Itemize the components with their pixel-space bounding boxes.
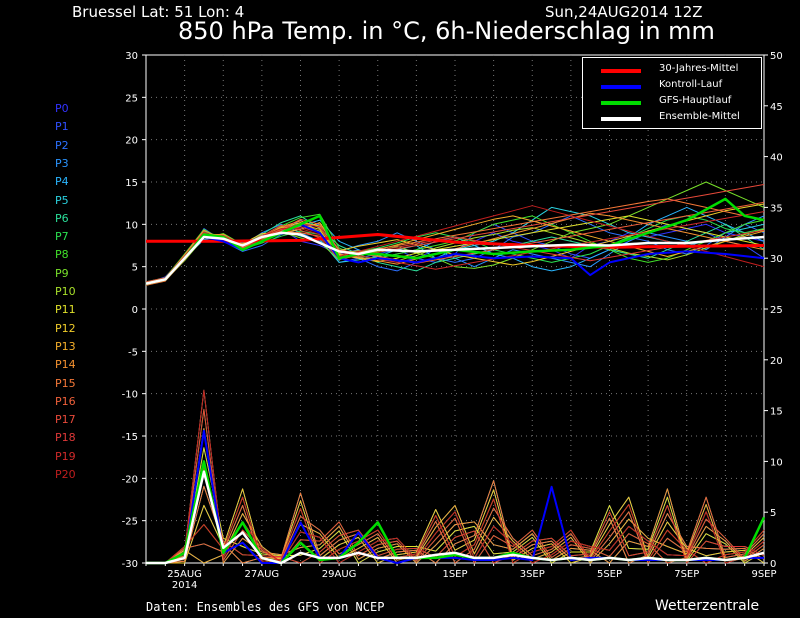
member-label-p6: P6	[55, 211, 69, 225]
left-tick-label: 20	[125, 136, 138, 147]
member-label-p18: P18	[55, 431, 76, 445]
x-tick-label: 29AUG	[322, 569, 357, 580]
member-temp-line-p17	[145, 184, 765, 283]
legend-label: 30-Jahres-Mittel	[659, 63, 739, 74]
member-temp-line-p9	[145, 181, 765, 286]
member-label-p10: P10	[55, 285, 76, 298]
x-tick-label: 2014	[172, 580, 197, 591]
right-tick-label: 25	[770, 305, 783, 316]
left-tick-label: -20	[122, 474, 138, 485]
x-tick-label: 9SEP	[751, 569, 776, 580]
climate-mean-line	[146, 233, 765, 249]
left-tick-label: -5	[128, 347, 138, 358]
x-tick-label: 1SEP	[442, 569, 467, 580]
member-label-p17: P17	[55, 413, 76, 427]
right-tick-label: 40	[770, 153, 783, 164]
legend: 30-Jahres-Mittel Kontroll-Lauf GFS-Haupt…	[582, 57, 762, 129]
left-tick-label: 0	[132, 305, 138, 316]
member-precip-line-p12	[146, 488, 765, 564]
member-precip-line-p17	[146, 408, 765, 564]
x-tick-label: 27AUG	[245, 569, 280, 580]
legend-swatch	[601, 101, 641, 105]
data-source-note: Daten: Ensembles des GFS von NCEP	[146, 600, 385, 614]
member-precip-line-p7	[146, 408, 765, 564]
legend-item-ensemble-mean: Ensemble-Mittel	[583, 110, 761, 126]
left-tick-label: 10	[125, 220, 138, 231]
member-precip-line-p19	[146, 496, 765, 564]
member-label-p19: P19	[55, 449, 76, 463]
member-label-p8: P8	[55, 248, 69, 262]
left-tick-label: -15	[122, 432, 138, 443]
left-tick-label: -30	[122, 559, 138, 570]
member-label-p20: P20	[55, 468, 76, 481]
right-tick-label: 30	[770, 254, 783, 265]
brand-label: Wetterzentrale	[655, 598, 760, 614]
member-label-p13: P13	[55, 339, 76, 353]
member-precip-line-p15	[146, 480, 765, 564]
x-tick-label: 25AUG	[167, 569, 202, 580]
member-label-p3: P3	[55, 156, 69, 170]
left-tick-label: -10	[122, 390, 138, 401]
member-label-p5: P5	[55, 193, 69, 207]
left-tick-label: 5	[132, 263, 138, 274]
member-label-p4: P4	[55, 175, 69, 189]
right-tick-label: 45	[770, 102, 783, 113]
right-tick-label: 5	[770, 508, 776, 519]
gfs-main-temp-line	[145, 197, 765, 285]
legend-label: Kontroll-Lauf	[659, 79, 723, 90]
chart-title: 850 hPa Temp. in °C, 6h-Niederschlag in …	[178, 17, 715, 45]
right-tick-label: 10	[770, 457, 783, 468]
legend-swatch	[601, 85, 641, 89]
member-label-p0: P0	[55, 102, 69, 115]
ensemble-mean-temp-line	[145, 231, 765, 285]
member-precip-line-p16	[146, 496, 765, 564]
legend-label: GFS-Hauptlauf	[659, 95, 732, 106]
location-label: Bruessel Lat: 51 Lon: 4	[72, 3, 245, 21]
member-label-p9: P9	[55, 266, 69, 280]
member-precip-line-p18	[146, 466, 765, 564]
member-label-p1: P1	[55, 120, 69, 134]
member-label-p7: P7	[55, 230, 69, 244]
member-label-p11: P11	[55, 303, 76, 317]
member-label-p14: P14	[55, 358, 76, 372]
legend-item-control-run: Kontroll-Lauf	[583, 78, 761, 94]
member-label-p12: P12	[55, 321, 76, 335]
member-label-p2: P2	[55, 138, 69, 152]
control-temp-line	[145, 223, 765, 285]
member-label-p16: P16	[55, 394, 76, 408]
right-tick-label: 50	[770, 51, 783, 62]
left-tick-label: 30	[125, 51, 138, 62]
right-tick-label: 20	[770, 356, 783, 367]
legend-item-gfs-main-run: GFS-Hauptlauf	[583, 94, 761, 110]
x-tick-label: 7SEP	[674, 569, 699, 580]
legend-label: Ensemble-Mittel	[659, 111, 740, 122]
left-tick-label: -25	[122, 517, 138, 528]
ensemble-mean-precip-line	[146, 470, 765, 565]
legend-item-climate-mean: 30-Jahres-Mittel	[583, 62, 761, 78]
legend-swatch	[601, 69, 641, 73]
right-tick-label: 35	[770, 203, 783, 214]
x-tick-label: 3SEP	[520, 569, 545, 580]
x-tick-label: 5SEP	[597, 569, 622, 580]
right-tick-label: 0	[770, 559, 776, 570]
member-label-p15: P15	[55, 376, 76, 390]
run-date-label: Sun,24AUG2014 12Z	[545, 3, 703, 21]
left-tick-label: 25	[125, 93, 138, 104]
member-precip-line-p20	[146, 389, 765, 564]
right-tick-label: 15	[770, 407, 783, 418]
legend-swatch	[601, 117, 641, 121]
left-tick-label: 15	[125, 178, 138, 189]
